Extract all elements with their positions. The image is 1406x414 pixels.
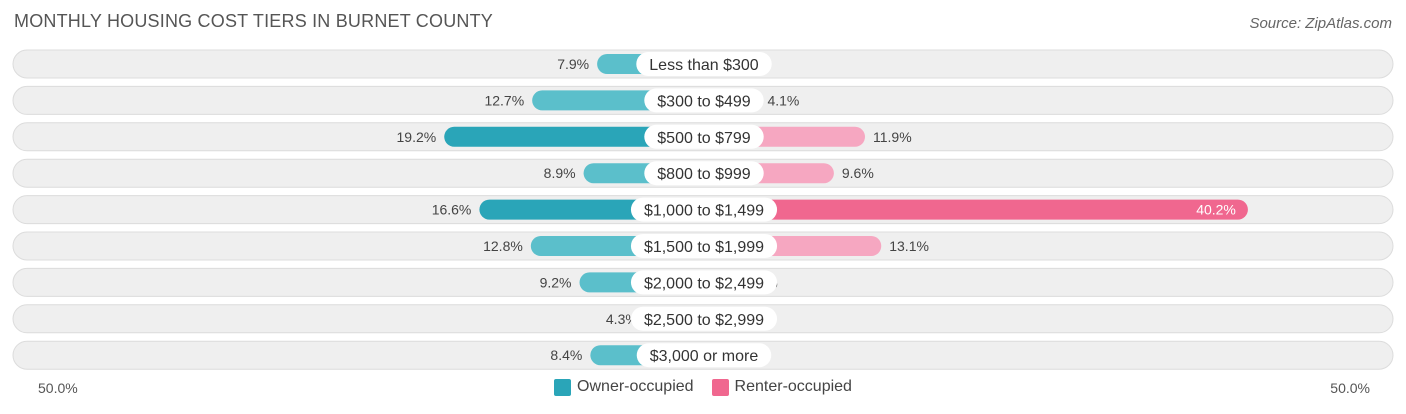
legend: Owner-occupied Renter-occupied bbox=[0, 378, 1406, 396]
category-pill bbox=[630, 270, 778, 295]
legend-label-owner: Owner-occupied bbox=[577, 378, 694, 395]
owner-bar bbox=[444, 126, 704, 147]
owner-value-label: 8.4% bbox=[550, 347, 582, 363]
category-label: $800 to $999 bbox=[657, 166, 751, 183]
category-pill bbox=[636, 52, 772, 76]
legend-label-renter: Renter-occupied bbox=[734, 378, 852, 395]
category-label: $300 to $499 bbox=[657, 93, 751, 110]
owner-value-label: 7.9% bbox=[557, 56, 589, 72]
owner-value-label: 9.2% bbox=[540, 274, 572, 290]
category-pill bbox=[644, 161, 764, 186]
category-label: $3,000 or more bbox=[650, 348, 759, 365]
category-label: $1,500 to $1,999 bbox=[644, 239, 764, 256]
category-label: Less than $300 bbox=[649, 57, 759, 74]
legend-item-renter[interactable]: Renter-occupied bbox=[711, 378, 852, 396]
category-pill bbox=[644, 124, 764, 149]
renter-value-label: 4.1% bbox=[767, 92, 799, 108]
axis-label-right: 50.0% bbox=[1330, 380, 1370, 396]
category-pill bbox=[630, 197, 778, 222]
category-pill bbox=[630, 234, 778, 258]
category-pill bbox=[630, 306, 778, 331]
category-pill bbox=[636, 343, 772, 368]
renter-value-label: 13.1% bbox=[889, 238, 929, 254]
renter-value-label: 11.9% bbox=[873, 129, 912, 145]
chart-title: MONTHLY HOUSING COST TIERS IN BURNET COU… bbox=[14, 11, 493, 31]
renter-value-label: 40.2% bbox=[1196, 202, 1236, 218]
category-label: $2,000 to $2,499 bbox=[644, 275, 764, 292]
owner-value-label: 8.9% bbox=[544, 165, 576, 181]
owner-value-label: 12.7% bbox=[484, 92, 524, 108]
source-label: Source: ZipAtlas.com bbox=[1249, 15, 1392, 32]
owner-value-label: 4.3% bbox=[606, 311, 638, 327]
category-label: $500 to $799 bbox=[657, 130, 751, 147]
owner-value-label: 19.2% bbox=[397, 129, 437, 145]
category-label: $2,500 to $2,999 bbox=[644, 312, 764, 329]
owner-value-label: 16.6% bbox=[432, 202, 472, 218]
axis-label-left: 50.0% bbox=[38, 380, 78, 396]
legend-swatch-renter bbox=[711, 378, 729, 396]
renter-value-label: 9.6% bbox=[842, 165, 874, 181]
category-pill bbox=[644, 88, 764, 113]
legend-swatch-owner bbox=[554, 378, 572, 396]
category-label: $1,000 to $1,499 bbox=[644, 203, 764, 220]
owner-value-label: 12.8% bbox=[483, 238, 523, 254]
legend-item-owner[interactable]: Owner-occupied bbox=[554, 378, 694, 396]
renter-bar bbox=[704, 199, 1248, 220]
